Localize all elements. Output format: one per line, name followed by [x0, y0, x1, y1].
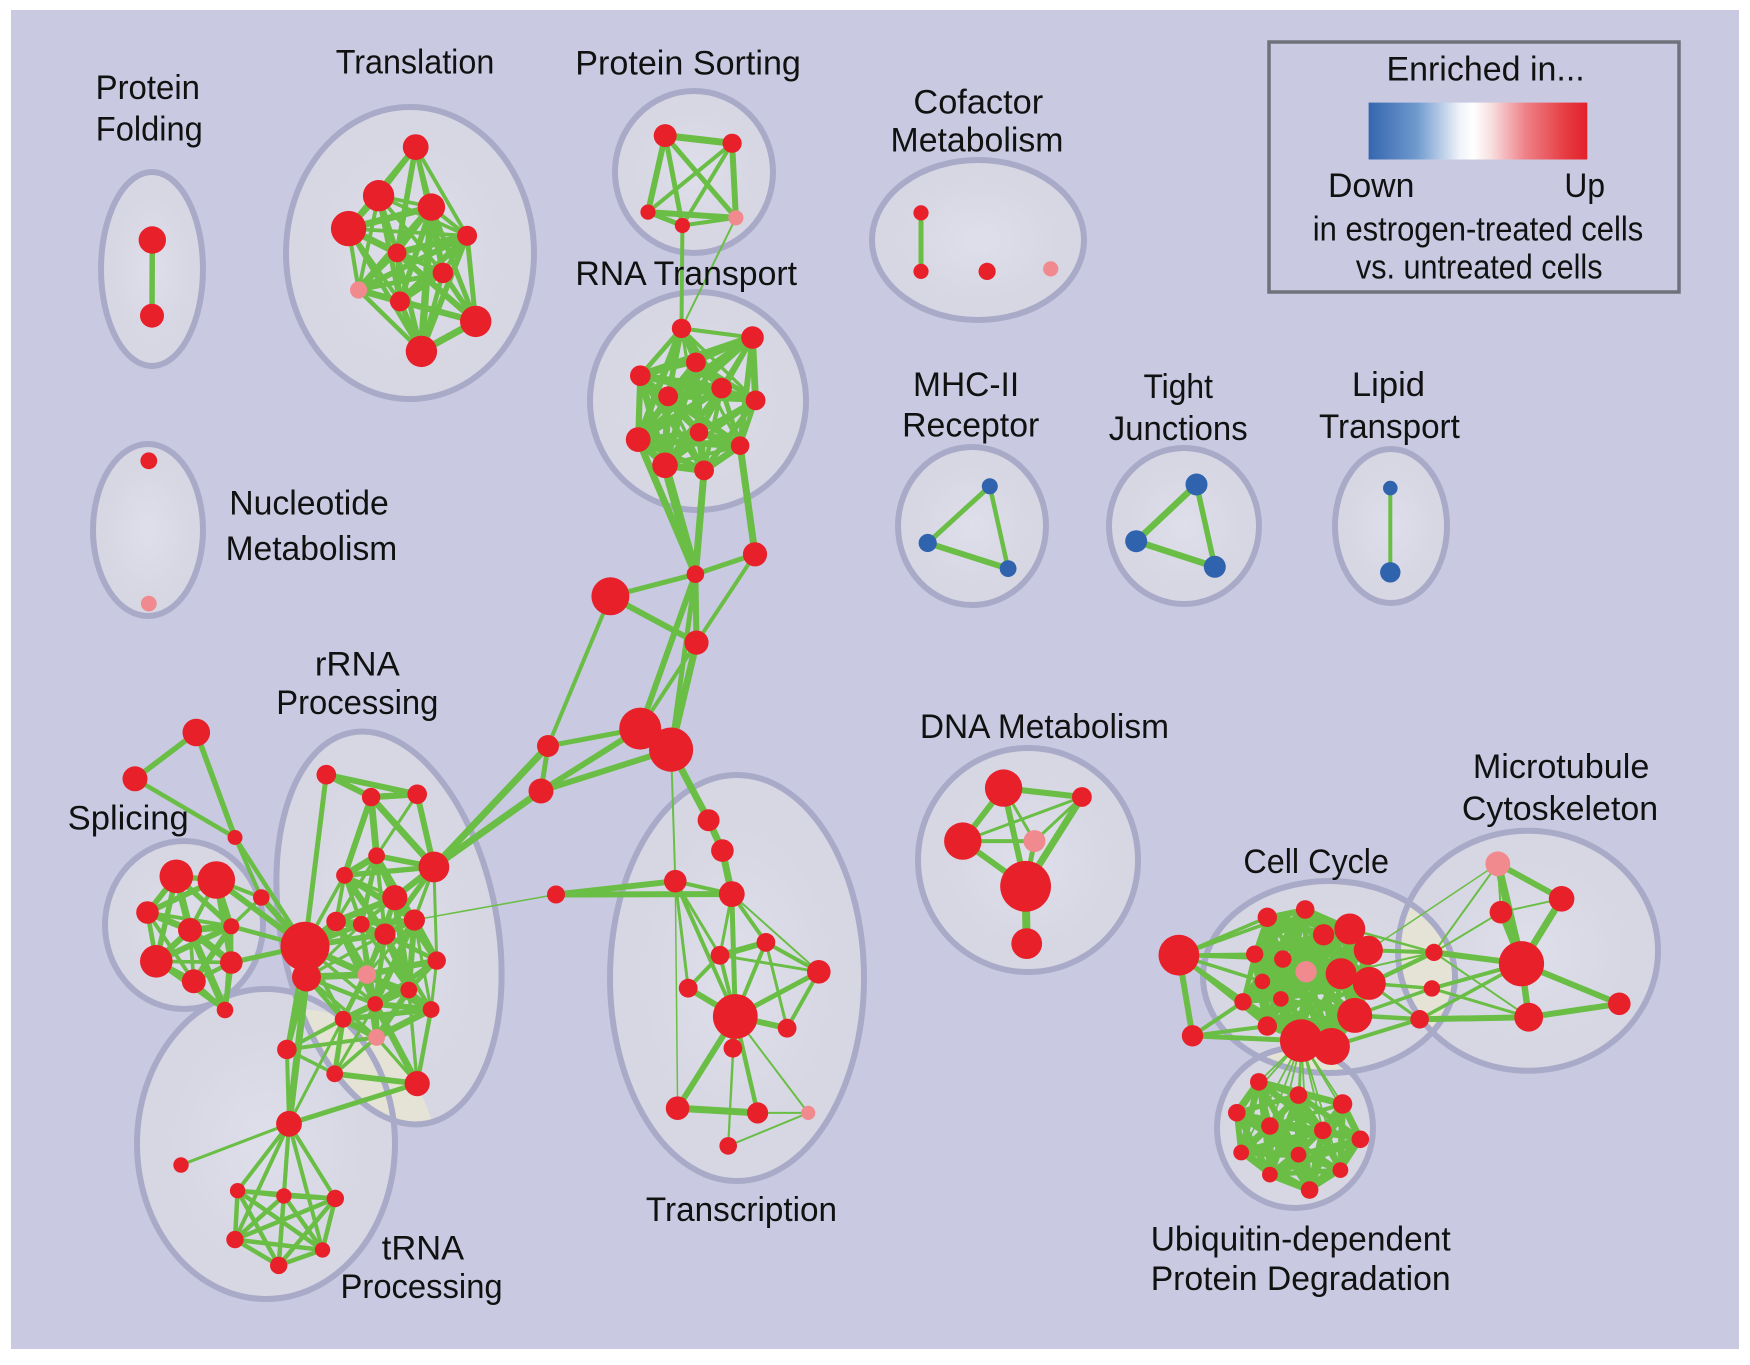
svg-text:Cytoskeleton: Cytoskeleton: [1462, 790, 1658, 828]
svg-text:MHC-II: MHC-II: [913, 366, 1019, 404]
svg-text:Metabolism: Metabolism: [891, 122, 1064, 160]
svg-text:Folding: Folding: [96, 111, 203, 149]
svg-text:Protein Degradation: Protein Degradation: [1151, 1260, 1451, 1298]
svg-text:Splicing: Splicing: [68, 800, 189, 838]
svg-text:vs. untreated cells: vs. untreated cells: [1356, 249, 1603, 287]
svg-text:Cell Cycle: Cell Cycle: [1243, 843, 1389, 881]
svg-text:Protein Sorting: Protein Sorting: [575, 45, 801, 83]
svg-text:Tight: Tight: [1143, 368, 1213, 406]
svg-text:Ubiquitin-dependent: Ubiquitin-dependent: [1151, 1220, 1452, 1258]
svg-text:Up: Up: [1564, 167, 1605, 205]
svg-text:Microtubule: Microtubule: [1473, 748, 1650, 786]
svg-text:Protein: Protein: [96, 69, 200, 107]
svg-text:RNA Transport: RNA Transport: [575, 255, 797, 293]
svg-text:Translation: Translation: [336, 44, 495, 82]
svg-text:DNA Metabolism: DNA Metabolism: [920, 708, 1169, 746]
svg-text:Processing: Processing: [276, 684, 438, 722]
svg-text:in estrogen-treated cells: in estrogen-treated cells: [1313, 211, 1644, 249]
svg-text:Cofactor: Cofactor: [913, 83, 1043, 121]
svg-text:Transcription: Transcription: [646, 1191, 837, 1229]
svg-text:Processing: Processing: [341, 1268, 503, 1306]
svg-text:Transport: Transport: [1319, 408, 1460, 446]
svg-text:Nucleotide: Nucleotide: [229, 485, 389, 523]
svg-text:Down: Down: [1328, 167, 1415, 205]
svg-text:tRNA: tRNA: [382, 1230, 465, 1268]
svg-text:Receptor: Receptor: [902, 406, 1039, 444]
svg-text:rRNA: rRNA: [315, 645, 400, 683]
svg-text:Metabolism: Metabolism: [226, 530, 398, 568]
svg-text:Junctions: Junctions: [1109, 410, 1248, 448]
svg-text:Enriched in...: Enriched in...: [1386, 50, 1584, 88]
svg-text:Lipid: Lipid: [1352, 366, 1425, 404]
